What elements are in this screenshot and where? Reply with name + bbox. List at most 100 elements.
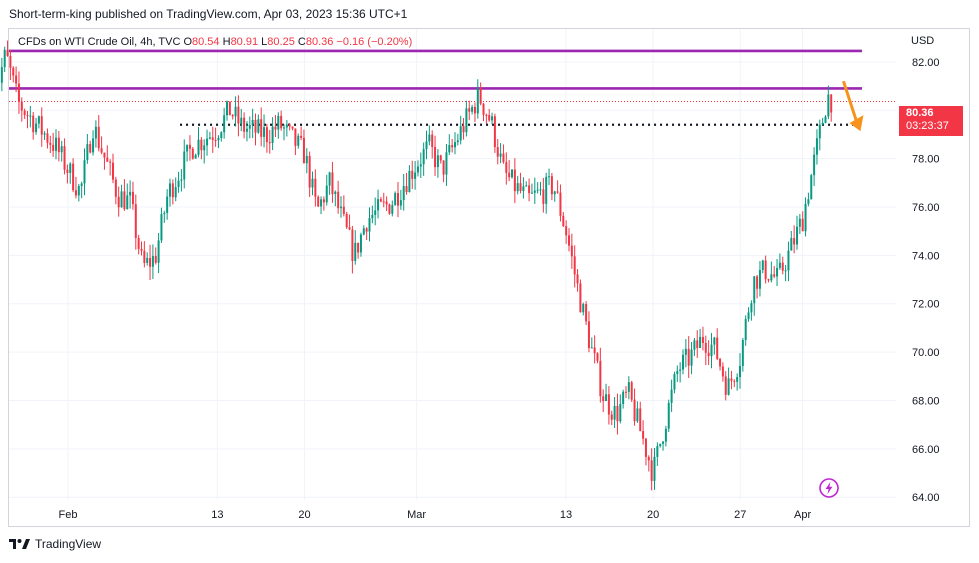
symbol-name: CFDs on WTI Crude Oil, 4h, TVC (18, 36, 181, 48)
candle-body (160, 214, 163, 241)
candle-body (197, 139, 200, 155)
candle-body (587, 321, 590, 349)
candle-body (23, 110, 26, 115)
candle-body (83, 160, 86, 184)
candle-body (724, 376, 727, 395)
candle-body (736, 377, 739, 382)
candle-body (573, 256, 576, 275)
candle-body (325, 185, 328, 203)
candle-body (103, 152, 106, 158)
candle-body (721, 366, 724, 377)
candle-body (257, 119, 260, 133)
candle-body (300, 135, 303, 138)
candle-body (3, 49, 6, 68)
candle-body (579, 283, 582, 313)
candle-body (599, 360, 602, 397)
candle-body (519, 183, 522, 191)
candle-body (607, 394, 610, 415)
candle-body (459, 126, 462, 141)
candle-body (129, 191, 132, 196)
candle-body (727, 378, 730, 395)
candle-body (223, 115, 226, 133)
candle-body (770, 274, 773, 281)
change-value: −0.16 (−0.20%) (336, 36, 413, 48)
candle-body (553, 191, 556, 195)
candle-body (790, 238, 793, 251)
candle-body (576, 274, 579, 284)
price-tick-label: 68.00 (912, 395, 940, 407)
candle-body (408, 170, 411, 193)
candle-body (359, 234, 362, 253)
candle-body (322, 199, 325, 203)
candle-body (112, 162, 114, 180)
last-price-badge: 80.36 03:23:37 (899, 106, 963, 136)
price-tick-label: 78.00 (912, 154, 940, 166)
candle-body (550, 176, 553, 195)
lightning-icon[interactable] (818, 477, 840, 499)
candle-body (365, 228, 368, 232)
candle-body (29, 115, 32, 117)
candle-body (368, 218, 371, 232)
candle-body (804, 203, 807, 232)
candle-body (533, 190, 536, 193)
candle-body (211, 137, 214, 140)
last-price: 80.36 (906, 107, 934, 119)
candle-body (630, 382, 633, 400)
candle-body (248, 124, 251, 129)
tradingview-brand[interactable]: TradingView (9, 537, 101, 551)
candle-body (493, 116, 496, 148)
candle-body (280, 115, 283, 129)
candle-body (664, 428, 667, 442)
candle-body (231, 115, 234, 117)
candle-body (636, 408, 639, 422)
candle-body (174, 187, 177, 198)
candle-body (753, 276, 756, 304)
candle-body (217, 138, 220, 141)
candle-body (402, 186, 405, 201)
candle-body (545, 176, 548, 204)
candle-body (513, 169, 516, 192)
tradingview-logo-icon (9, 539, 30, 549)
candle-body (750, 303, 753, 313)
candle-body (37, 116, 40, 124)
candle-body (468, 108, 471, 112)
candle-body (756, 276, 759, 289)
candle-body (676, 370, 679, 375)
candle-body (60, 146, 63, 153)
candle-body (320, 199, 323, 207)
time-tick-label: 13 (560, 509, 572, 521)
candle-body (194, 154, 197, 159)
candle-body (143, 250, 146, 263)
candle-body (377, 199, 380, 211)
candle-body (761, 260, 764, 271)
candle-body (57, 137, 60, 153)
candle-body (815, 138, 818, 155)
candle-body (644, 438, 647, 457)
candle-body (399, 200, 402, 206)
candle-body (177, 180, 180, 188)
price-tick-label: 64.00 (912, 492, 940, 504)
candle-body (428, 134, 431, 142)
candle-body (317, 196, 320, 207)
time-tick-label: 20 (647, 509, 659, 521)
candle-body (436, 155, 439, 168)
candle-body (385, 201, 388, 205)
close-value: 80.36 (305, 36, 334, 48)
candle-body (191, 148, 194, 159)
candle-body (548, 176, 551, 178)
low-label: L (261, 36, 268, 48)
candle-body (251, 119, 254, 125)
candle-body (97, 126, 100, 149)
candle-body (146, 257, 149, 263)
currency-label[interactable]: USD (911, 35, 935, 47)
publish-line: Short-term-king published on TradingView… (9, 7, 408, 21)
candle-body (528, 185, 531, 194)
candle-body (570, 245, 573, 257)
candle-body (228, 101, 231, 116)
candle-body (793, 238, 796, 245)
candle-body (331, 172, 334, 195)
candle-body (274, 126, 277, 130)
candle-body (297, 135, 300, 146)
candle-body (699, 336, 702, 349)
